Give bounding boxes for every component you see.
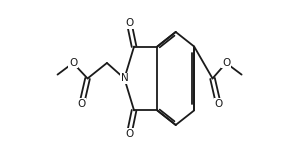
Text: O: O [125,18,133,28]
Text: O: O [214,99,222,109]
Text: O: O [222,58,230,68]
Text: O: O [125,129,133,139]
Text: O: O [78,99,86,109]
Text: N: N [121,73,128,84]
Text: O: O [69,58,77,68]
